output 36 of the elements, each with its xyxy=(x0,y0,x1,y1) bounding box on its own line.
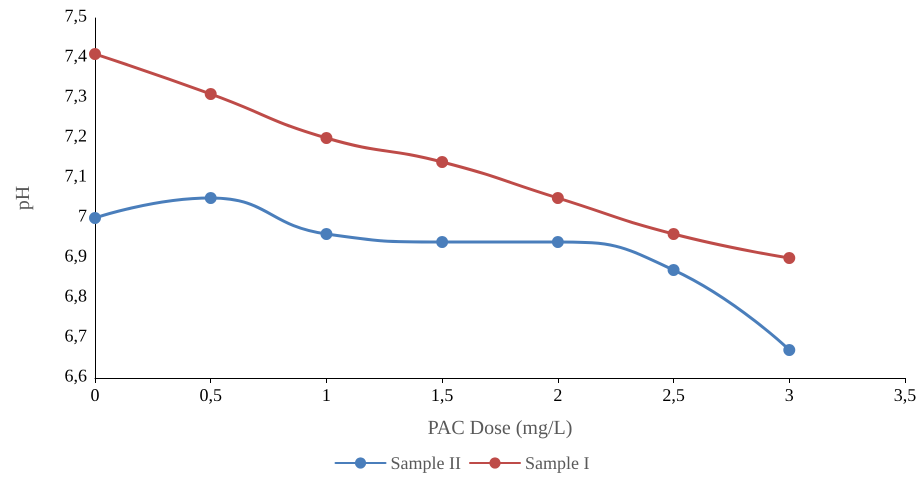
x-tick-label: 0,5 xyxy=(199,385,222,405)
point xyxy=(783,344,796,356)
point xyxy=(783,252,796,264)
y-tick-label: 6,7 xyxy=(64,326,87,346)
point xyxy=(204,88,217,100)
point xyxy=(320,132,332,144)
point xyxy=(89,212,101,224)
point xyxy=(552,236,564,248)
point xyxy=(436,156,448,168)
point xyxy=(89,48,101,60)
x-tick-label: 0 xyxy=(90,385,100,405)
y-axis-title: pH xyxy=(12,186,34,210)
point xyxy=(668,264,680,276)
x-tick-label: 3,5 xyxy=(894,385,916,405)
x-axis-title: PAC Dose (mg/L) xyxy=(428,417,572,439)
y-tick-label: 6,6 xyxy=(64,366,87,386)
y-tick-label: 7,1 xyxy=(64,166,87,186)
legend-label: Sample I xyxy=(524,453,590,473)
y-tick-label: 7,4 xyxy=(64,46,87,66)
point xyxy=(320,228,332,240)
x-tick-label: 1 xyxy=(322,385,331,405)
point xyxy=(552,192,564,204)
legend-label: Sample II xyxy=(390,453,462,473)
y-tick-label: 7,3 xyxy=(64,86,87,106)
y-tick-label: 7,2 xyxy=(64,126,87,146)
x-tick-label: 2 xyxy=(553,385,562,405)
x-tick-label: 1,5 xyxy=(430,385,454,405)
x-tick-label: 3 xyxy=(784,385,794,405)
y-tick-label: 6,9 xyxy=(64,246,87,266)
point xyxy=(204,192,217,204)
point xyxy=(436,236,448,248)
y-tick-label: 6,8 xyxy=(64,286,87,306)
point xyxy=(668,228,680,240)
y-tick-label: 7 xyxy=(78,206,87,226)
y-tick-label: 7,5 xyxy=(64,6,87,26)
x-tick-label: 2,5 xyxy=(662,385,685,405)
